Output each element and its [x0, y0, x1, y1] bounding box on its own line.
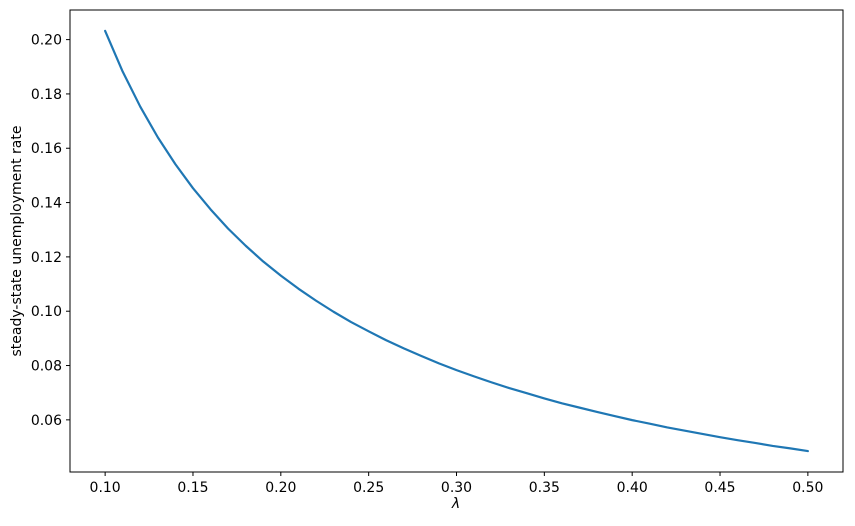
x-tick-label: 0.45 [704, 480, 735, 496]
y-tick-label: 0.14 [31, 196, 62, 212]
y-tick-label: 0.10 [31, 304, 62, 320]
x-tick-label: 0.50 [792, 480, 823, 496]
y-tick-label: 0.16 [31, 141, 62, 157]
x-tick-label: 0.10 [90, 480, 121, 496]
y-axis-label: steady-state unemployment rate [9, 125, 25, 357]
x-tick-label: 0.35 [529, 480, 560, 496]
x-tick-label: 0.25 [353, 480, 384, 496]
y-tick-label: 0.08 [31, 359, 62, 375]
y-tick-label: 0.18 [31, 87, 62, 103]
x-axis-label: λ [451, 496, 461, 512]
x-tick-label: 0.30 [441, 480, 472, 496]
y-tick-label: 0.06 [31, 413, 62, 429]
y-tick-label: 0.12 [31, 250, 62, 266]
x-tick-label: 0.20 [265, 480, 296, 496]
x-tick-label: 0.15 [177, 480, 208, 496]
series-line [104, 29, 809, 453]
axes-frame [69, 9, 844, 473]
x-tick-label: 0.40 [617, 480, 648, 496]
y-tick-label: 0.20 [31, 33, 62, 49]
